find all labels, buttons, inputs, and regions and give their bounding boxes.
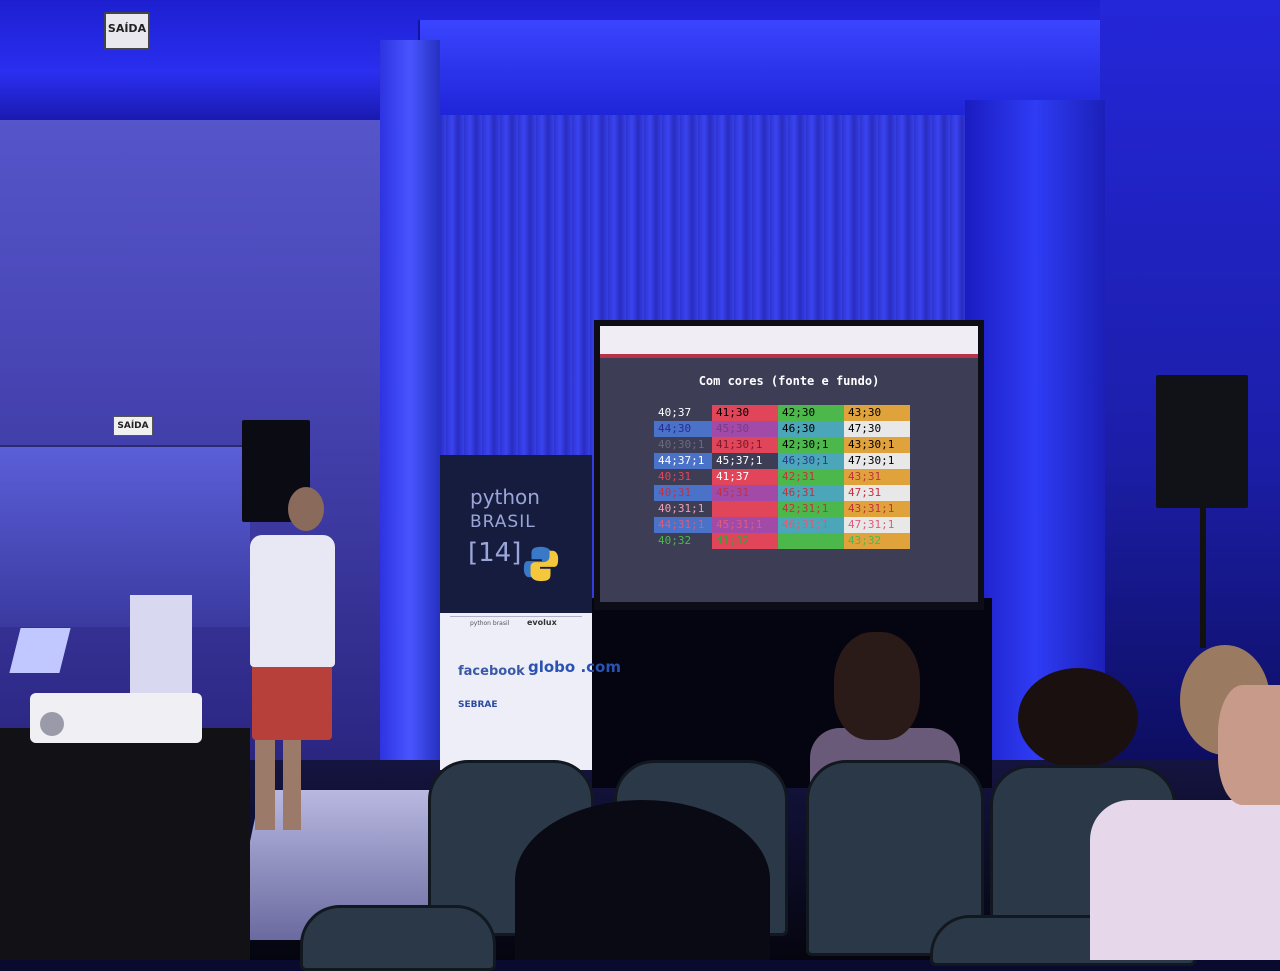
ansi-cell: 43;31;1 xyxy=(844,501,910,517)
ansi-cell: 45;31 xyxy=(712,485,778,501)
audience-member-head xyxy=(515,800,770,960)
python-logo-icon xyxy=(523,546,559,582)
ansi-cell: 46;31;1 xyxy=(778,517,844,533)
banner-python-text: python xyxy=(470,485,540,509)
speaker-leg-left xyxy=(255,738,275,830)
speaker-head xyxy=(288,487,324,531)
ansi-cell: 40;37 xyxy=(654,405,712,421)
slide-nav-bar xyxy=(600,326,978,356)
ansi-cell: 40;31 xyxy=(654,485,712,501)
slide-nav-accent xyxy=(600,354,978,358)
ansi-cell: 43;32 xyxy=(844,533,910,549)
left-wall xyxy=(0,40,420,770)
projector-lens xyxy=(40,712,64,736)
ansi-cell xyxy=(778,533,844,549)
ansi-cell: 47;30 xyxy=(844,421,910,437)
ansi-cell: 47;31;1 xyxy=(844,517,910,533)
ansi-cell: 42;31;1 xyxy=(778,501,844,517)
podium xyxy=(130,595,192,695)
ansi-cell: 40;32 xyxy=(654,533,712,549)
ansi-cell: 40;31 xyxy=(654,469,712,485)
ansi-cell: 42;31 xyxy=(778,469,844,485)
sponsor-sebrae: SEBRAE xyxy=(458,700,498,710)
ansi-cell: 46;31 xyxy=(778,485,844,501)
ansi-cell: 45;31;1 xyxy=(712,517,778,533)
ansi-cell: 43;30 xyxy=(844,405,910,421)
ansi-cell: 40;31;1 xyxy=(654,501,712,517)
ansi-cell: 40;30;1 xyxy=(654,437,712,453)
ansi-cell: 41;30 xyxy=(712,405,778,421)
projector-table xyxy=(0,728,250,960)
speaker-shorts xyxy=(252,660,332,740)
sponsor-python-brasil: python brasil xyxy=(470,620,510,627)
ansi-cell: 44;30 xyxy=(654,421,712,437)
ansi-cell: 42;30 xyxy=(778,405,844,421)
exit-sign-wall: SAÍDA xyxy=(113,416,153,436)
ansi-cell: 46;30;1 xyxy=(778,453,844,469)
ansi-cell: 44;31;1 xyxy=(654,517,712,533)
banner-divider xyxy=(450,616,582,617)
ansi-cell: 47;30;1 xyxy=(844,453,910,469)
ansi-cell: 41;32 xyxy=(712,533,778,549)
sponsor-evolux: evolux xyxy=(527,618,557,627)
left-pillar xyxy=(380,40,440,760)
exit-sign-top: SAÍDA xyxy=(104,12,150,50)
ansi-cell: 46;30 xyxy=(778,421,844,437)
banner-brasil-text: BRASIL xyxy=(470,512,536,532)
speaker-stand xyxy=(1200,508,1206,648)
ansi-cell: 47;31 xyxy=(844,485,910,501)
speaker-shirt xyxy=(250,535,335,667)
slide-title: Com cores (fonte e fundo) xyxy=(698,374,880,388)
ansi-cell: 43;31 xyxy=(844,469,910,485)
audience-member-head xyxy=(1018,668,1138,768)
wall-panel xyxy=(0,445,250,627)
ansi-cell: 43;30;1 xyxy=(844,437,910,453)
ansi-cell xyxy=(712,501,778,517)
ansi-cell: 41;30;1 xyxy=(712,437,778,453)
ansi-color-grid: 40;37 41;30 42;30 43;30 44;30 45;30 46;30 47;30… xyxy=(654,405,910,549)
ansi-cell: 45;37;1 xyxy=(712,453,778,469)
sponsor-facebook: facebook xyxy=(458,664,525,679)
loudspeaker-right xyxy=(1156,375,1248,508)
audience-member-head xyxy=(1218,685,1280,805)
ansi-cell: 45;30 xyxy=(712,421,778,437)
audience-member-head xyxy=(834,632,920,740)
banner-edition-text: [14] xyxy=(468,538,522,568)
ansi-cell: 44;37;1 xyxy=(654,453,712,469)
sponsor-globo: globo .com xyxy=(528,658,621,676)
speaker-leg-right xyxy=(283,738,301,830)
ansi-cell: 41;37 xyxy=(712,469,778,485)
chair xyxy=(300,905,496,971)
audience-member-body xyxy=(1090,800,1280,960)
ansi-cell: 42;30;1 xyxy=(778,437,844,453)
banner-header xyxy=(440,455,592,613)
